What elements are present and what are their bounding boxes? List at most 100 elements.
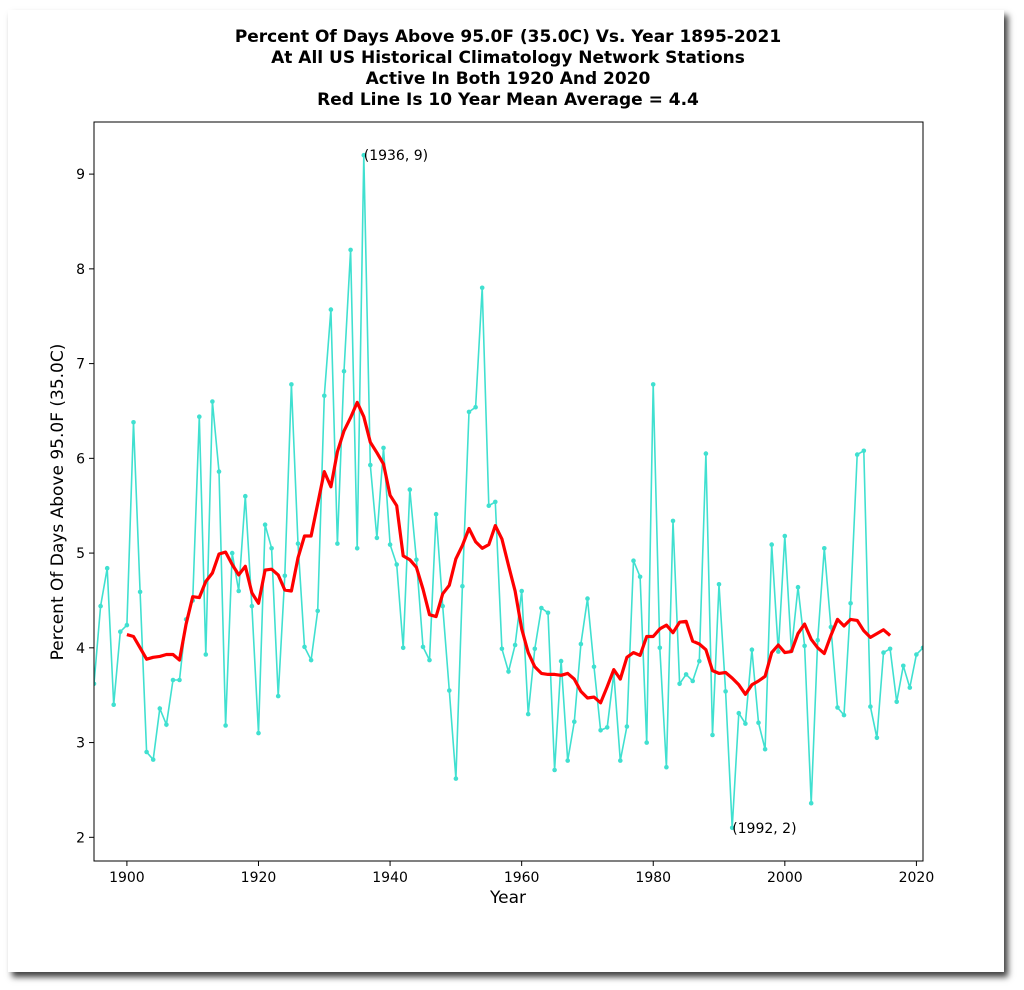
x-tick-label: 1900 <box>109 870 145 886</box>
annual-point <box>94 681 97 687</box>
annual-point <box>519 588 524 594</box>
annual-point <box>828 624 834 630</box>
annual-point <box>650 382 656 387</box>
annual-point <box>624 724 630 729</box>
annual-point <box>322 393 327 399</box>
annual-point <box>729 825 735 831</box>
annual-point <box>525 711 531 717</box>
annual-point <box>328 307 334 312</box>
annual-point <box>756 720 761 725</box>
x-tick-label: 2000 <box>767 870 803 886</box>
annual-point <box>637 574 643 580</box>
annual-point <box>604 725 610 730</box>
y-tick-label: 6 <box>76 451 85 467</box>
annual-point <box>723 689 728 694</box>
annual-point <box>506 669 511 674</box>
annual-point <box>354 546 360 551</box>
annual-point <box>387 542 393 547</box>
y-axis: 2 3 4 5 6 7 8 9 <box>76 167 94 846</box>
point-annotation: (1992, 2) <box>732 821 796 837</box>
x-axis: 1900 1920 1940 1960 1980 2000 2020 <box>109 861 934 886</box>
annual-point <box>210 399 215 404</box>
annual-series-line <box>94 155 923 828</box>
annual-point <box>137 589 143 595</box>
annual-point <box>440 603 446 609</box>
title-line-2: At All US Historical Climatology Network… <box>271 48 745 68</box>
annual-point <box>736 710 742 716</box>
annual-point <box>131 420 136 425</box>
x-tick-label: 1980 <box>635 870 671 886</box>
annual-point <box>815 637 820 643</box>
annual-point <box>256 730 261 736</box>
series-layer <box>94 152 923 831</box>
annual-point <box>749 647 755 652</box>
title-line-3: Active In Both 1920 And 2020 <box>366 69 651 89</box>
annual-point <box>157 706 163 711</box>
annual-point <box>420 644 426 650</box>
annual-point <box>289 382 294 387</box>
annual-point <box>361 152 367 158</box>
y-axis-label: Percent Of Days Above 95.0F (35.0C) <box>48 344 68 661</box>
title-line-1: Percent Of Days Above 95.0F (35.0C) Vs. … <box>235 27 781 47</box>
annual-point <box>618 758 623 763</box>
y-tick-label: 9 <box>76 167 85 183</box>
annual-point <box>710 732 715 738</box>
annual-point <box>802 643 807 649</box>
annual-point <box>98 603 103 609</box>
annual-point <box>262 522 268 527</box>
annual-point <box>144 749 149 755</box>
annual-point <box>861 448 867 454</box>
annual-point <box>466 409 472 415</box>
annual-point <box>243 493 248 499</box>
annual-point <box>697 658 702 664</box>
annual-point <box>473 404 478 410</box>
annual-point <box>407 487 413 492</box>
annual-point <box>920 645 923 651</box>
y-tick-label: 2 <box>76 830 85 846</box>
annual-point <box>269 546 274 551</box>
annual-point <box>368 462 373 468</box>
annual-point <box>493 499 498 505</box>
annual-point <box>308 657 314 663</box>
annual-point <box>203 652 209 657</box>
annual-point <box>887 646 893 652</box>
annual-point <box>275 693 281 699</box>
plot-area-border <box>93 121 924 862</box>
annual-point <box>657 645 663 651</box>
annual-point <box>545 610 551 616</box>
annual-point <box>743 721 748 726</box>
line-chart: Percent Of Days Above 95.0F (35.0C) Vs. … <box>48 27 934 908</box>
annual-point <box>914 652 919 657</box>
annual-point <box>118 629 123 634</box>
annual-point <box>302 644 307 650</box>
annual-point <box>164 722 169 727</box>
y-tick-label: 8 <box>76 262 85 278</box>
annual-point <box>565 758 570 763</box>
annotation-layer: (1936, 9) (1992, 2) <box>364 148 797 837</box>
annual-point <box>808 800 814 806</box>
annual-point <box>683 672 689 677</box>
annual-point <box>512 642 518 648</box>
annual-point <box>841 712 847 718</box>
annual-point <box>578 641 584 647</box>
annual-point <box>341 368 347 374</box>
annual-point <box>315 608 321 614</box>
annual-point <box>716 582 722 587</box>
annual-point <box>907 685 913 690</box>
annual-point <box>782 533 788 539</box>
annual-point <box>433 511 439 517</box>
annual-point <box>249 603 255 609</box>
annual-point <box>374 535 380 541</box>
annual-point <box>795 584 801 590</box>
annual-point <box>236 588 241 594</box>
y-tick-label: 7 <box>76 357 85 373</box>
annual-point <box>769 542 774 547</box>
annual-point <box>854 452 860 457</box>
annual-point <box>598 728 603 733</box>
annual-point <box>177 677 182 683</box>
annual-point <box>776 649 781 654</box>
annual-point <box>762 746 768 752</box>
annual-point <box>894 699 899 705</box>
y-tick-label: 3 <box>76 736 85 752</box>
annual-point <box>690 678 695 684</box>
